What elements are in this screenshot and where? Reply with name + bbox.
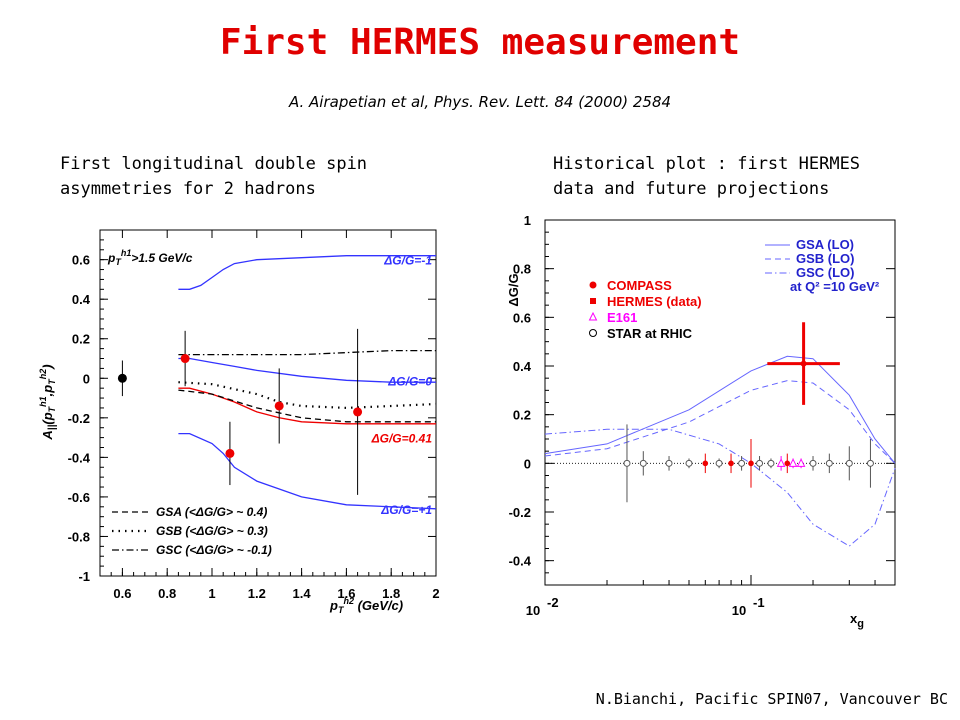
theory-curve — [178, 255, 436, 290]
data-point — [776, 458, 786, 467]
asymmetry-chart: 0.6 0.4 0.2 0 -0.2 -0.4 -0.6 -0.8 -1 0.6 0.8 1 1.2 1… — [38, 229, 440, 615]
data-point — [225, 448, 235, 458]
x-axis-label: xg — [850, 611, 864, 630]
y-tick-label: 0 — [83, 371, 90, 386]
x-tick-label: 1.4 — [293, 586, 312, 601]
y-axis-label: A||(pTh1,pTh2) — [38, 364, 58, 440]
legend-marker — [590, 298, 596, 304]
y-tick-label: 0.6 — [72, 253, 90, 268]
y-tick-label: 0 — [524, 456, 531, 471]
x-tick-label: 10 — [526, 603, 540, 618]
data-point — [738, 459, 746, 467]
legend-label: GSC (<ΔG/G> ~ -0.1) — [156, 543, 272, 557]
data-point — [665, 459, 673, 467]
q2-note: at Q² =10 GeV² — [790, 279, 880, 294]
legend-label: GSA (LO) — [796, 237, 854, 252]
y-tick-label: 0.6 — [513, 310, 531, 325]
data-point — [788, 458, 798, 467]
data-point — [748, 460, 754, 467]
legend-label: STAR at RHIC — [607, 326, 693, 341]
curve-label: ΔG/G=0 — [387, 374, 432, 388]
y-tick-label: -0.4 — [509, 554, 532, 569]
data-point — [767, 459, 775, 467]
x-tick-label: 0.8 — [158, 586, 176, 601]
legend-marker — [588, 311, 598, 321]
left-caption: First longitudinal double spin asymmetri… — [60, 154, 368, 199]
legend-label: E161 — [607, 310, 637, 325]
x-tick-label: 1 — [208, 586, 215, 601]
x-tick-label: 0.6 — [113, 586, 131, 601]
curve-label: ΔG/G=-1 — [383, 254, 432, 268]
data-point — [796, 458, 806, 467]
slide-title: First HERMES measurement — [219, 22, 741, 63]
theory-curve — [544, 355, 896, 464]
data-point — [639, 459, 647, 467]
theory-curve — [178, 389, 436, 423]
data-point — [728, 460, 734, 467]
x-tick-exponent: -2 — [547, 595, 559, 610]
data-point — [715, 459, 723, 467]
data-point — [180, 354, 190, 364]
x-tick-label: 1.6 — [337, 586, 355, 601]
data-point — [274, 401, 284, 411]
y-tick-label: 1 — [524, 213, 531, 228]
x-tick-label: 1.2 — [248, 586, 266, 601]
legend-label: COMPASS — [607, 278, 672, 293]
y-tick-label: 0.2 — [72, 332, 90, 347]
data-point — [825, 459, 833, 467]
plot-frame — [99, 229, 437, 577]
y-tick-label: -0.2 — [509, 505, 531, 520]
y-axis-label: ΔG/G — [506, 273, 521, 306]
data-point — [623, 459, 631, 467]
y-tick-label: -0.8 — [68, 529, 90, 544]
theory-curve — [544, 380, 896, 464]
data-point — [800, 360, 807, 367]
theory-curve — [178, 357, 436, 383]
data-point — [117, 373, 127, 383]
gluon-polarization-chart: 10.80.60.40.20-0.2-0.4 10-210-1 ΔG/G xg … — [506, 213, 896, 630]
legend-label: GSB (<ΔG/G> ~ 0.3) — [156, 524, 268, 538]
x-tick-label: 2 — [432, 586, 439, 601]
legend-label: GSB (LO) — [796, 251, 855, 266]
x-tick-label: 1.8 — [382, 586, 400, 601]
theory-curve — [178, 387, 436, 425]
right-caption: Historical plot : first HERMES data and … — [553, 154, 861, 199]
legend-label: GSC (LO) — [796, 265, 855, 280]
data-point — [702, 460, 709, 467]
data-point — [845, 459, 853, 467]
data-point — [756, 459, 764, 467]
theory-curve — [544, 428, 896, 547]
data-point — [685, 459, 693, 467]
legend-marker — [589, 281, 597, 289]
y-tick-label: -0.6 — [68, 490, 90, 505]
x-tick-exponent: -1 — [753, 595, 765, 610]
legend-label: GSA (<ΔG/G> ~ 0.4) — [156, 505, 267, 519]
y-tick-label: -0.2 — [68, 411, 90, 426]
theory-curve — [178, 432, 437, 510]
footer-credit: N.Bianchi, Pacific SPIN07, Vancouver BC — [595, 690, 948, 708]
y-tick-label: 0.8 — [513, 262, 531, 277]
y-tick-label: 0.4 — [72, 292, 91, 307]
x-axis-label: pTh2 (GeV/c) — [329, 596, 403, 615]
cut-label: pTh1>1.5 GeV/c — [107, 248, 193, 267]
y-tick-label: -0.4 — [68, 450, 91, 465]
y-tick-label: 0.4 — [513, 359, 532, 374]
y-tick-label: -1 — [78, 569, 90, 584]
data-point — [866, 459, 874, 467]
data-point — [784, 460, 791, 467]
x-tick-label: 10 — [732, 603, 746, 618]
curve-label: ΔG/G=0.41 — [371, 432, 433, 446]
y-tick-label: 0.2 — [513, 408, 531, 423]
theory-curve — [178, 349, 436, 356]
legend-label: HERMES (data) — [607, 294, 702, 309]
legend-marker — [589, 329, 597, 337]
data-point — [809, 459, 817, 467]
curve-label: ΔG/G=+1 — [380, 503, 432, 517]
data-point — [353, 407, 363, 417]
theory-curve — [178, 381, 437, 410]
reference-citation: A. Airapetian et al, Phys. Rev. Lett. 84… — [288, 93, 672, 111]
